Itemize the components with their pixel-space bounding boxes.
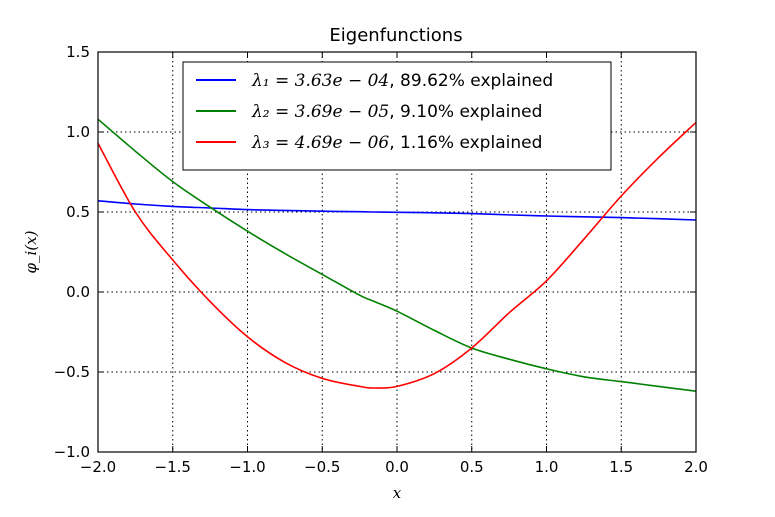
y-tick-label: −0.5 [54, 363, 90, 381]
y-axis-label: φ_i(x) [22, 230, 40, 273]
y-tick-label: 0.5 [66, 203, 90, 221]
legend-label-lambda3: λ₃ = 4.69e − 06, 1.16% explained [251, 133, 542, 153]
y-tick-label: 1.5 [66, 43, 90, 61]
x-tick-label: 0.5 [460, 458, 484, 476]
x-tick-label: 0.0 [385, 458, 409, 476]
y-tick-label: −1.0 [54, 443, 90, 461]
x-tick-label: −2.0 [80, 458, 116, 476]
legend: λ₁ = 3.63e − 04, 89.62% explained λ₂ = 3.… [182, 61, 612, 171]
y-tick-label: 0.0 [66, 283, 90, 301]
x-tick-label: 1.5 [609, 458, 633, 476]
legend-box [182, 61, 612, 171]
legend-label-lambda1: λ₁ = 3.63e − 04, 89.62% explained [251, 71, 553, 91]
x-tick-label: −0.5 [304, 458, 340, 476]
x-tick-label: −1.5 [155, 458, 191, 476]
series-line-lambda3 [97, 121, 697, 389]
chart-title: Eigenfunctions [329, 25, 462, 46]
y-tick-label: 1.0 [66, 123, 90, 141]
x-tick-label: 2.0 [684, 458, 708, 476]
series-line-lambda1 [97, 200, 697, 221]
x-axis-label: x [393, 484, 402, 502]
x-tick-label: 1.0 [535, 458, 559, 476]
series-line-lambda2 [97, 118, 697, 392]
x-tick-label: −1.0 [229, 458, 265, 476]
legend-label-lambda2: λ₂ = 3.69e − 05, 9.10% explained [251, 102, 542, 122]
